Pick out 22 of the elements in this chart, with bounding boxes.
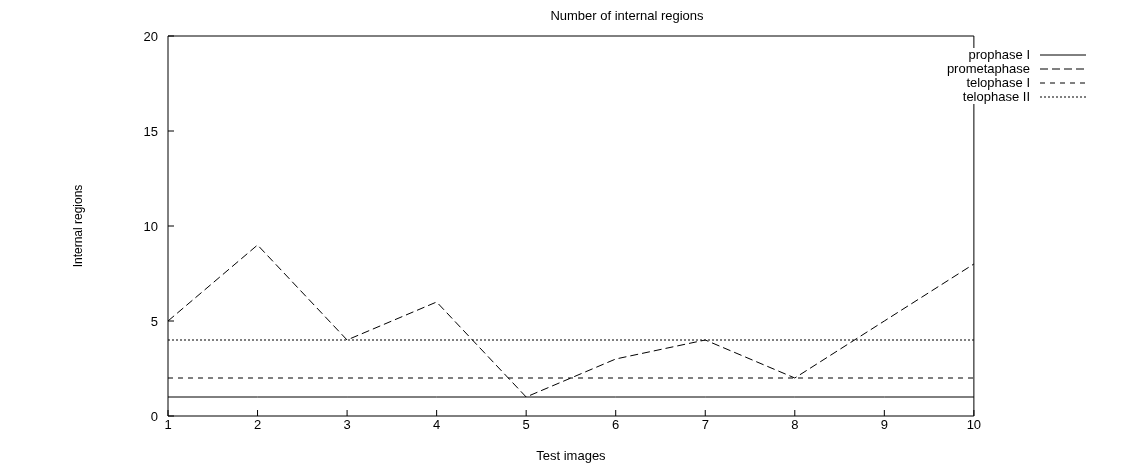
x-tick-label: 8 (791, 417, 799, 433)
y-tick-label: 20 (143, 28, 158, 44)
x-tick-label: 6 (612, 417, 620, 433)
x-tick-label: 4 (433, 417, 441, 433)
x-tick-label: 3 (343, 417, 351, 433)
legend-label: telophase I (966, 75, 1030, 90)
x-tick-label: 5 (522, 417, 530, 433)
legend-label: prophase I (968, 47, 1030, 62)
x-tick-label: 1 (164, 417, 172, 433)
chart-title: Number of internal regions (549, 8, 705, 23)
legend-label: telophase II (962, 89, 1030, 104)
y-axis-title: Internal regions (71, 184, 86, 268)
y-tick-label: 0 (150, 408, 158, 424)
x-tick-label: 9 (880, 417, 888, 433)
y-tick-label: 5 (150, 313, 158, 329)
x-tick-label: 2 (253, 417, 262, 433)
x-tick-label: 7 (701, 417, 709, 433)
y-tick-label: 10 (143, 218, 158, 234)
x-axis-title: Test images (536, 448, 607, 463)
legend-label: prometaphase (946, 61, 1030, 76)
y-tick-label: 15 (143, 123, 158, 139)
x-tick-label: 10 (966, 417, 982, 433)
